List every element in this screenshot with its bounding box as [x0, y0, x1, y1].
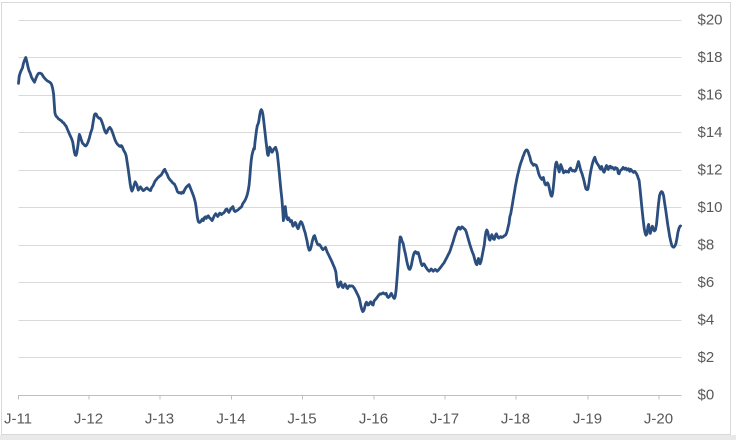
- svg-text:J-20: J-20: [644, 411, 673, 428]
- svg-text:$4: $4: [698, 311, 715, 328]
- svg-text:$12: $12: [698, 161, 723, 178]
- svg-text:$16: $16: [698, 86, 723, 103]
- svg-text:J-19: J-19: [573, 411, 602, 428]
- svg-text:$0: $0: [698, 386, 715, 403]
- svg-text:J-16: J-16: [359, 411, 388, 428]
- svg-text:$10: $10: [698, 199, 723, 216]
- svg-text:$6: $6: [698, 274, 715, 291]
- svg-text:J-11: J-11: [4, 411, 32, 428]
- svg-text:$2: $2: [698, 349, 715, 366]
- svg-text:$8: $8: [698, 236, 715, 253]
- svg-text:$18: $18: [698, 49, 723, 66]
- svg-text:J-14: J-14: [216, 411, 245, 428]
- svg-text:J-17: J-17: [430, 411, 459, 428]
- svg-text:J-15: J-15: [287, 411, 316, 428]
- svg-text:J-12: J-12: [74, 411, 103, 428]
- svg-text:J-18: J-18: [501, 411, 530, 428]
- svg-text:J-13: J-13: [145, 411, 174, 428]
- svg-text:$20: $20: [698, 11, 723, 28]
- svg-text:$14: $14: [698, 124, 723, 141]
